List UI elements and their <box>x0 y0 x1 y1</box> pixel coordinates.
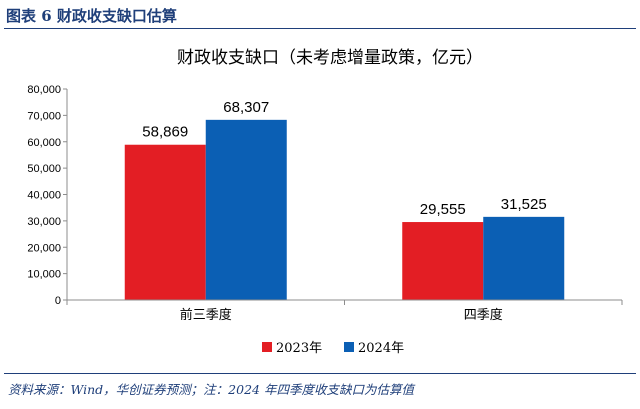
legend-swatch <box>262 342 272 352</box>
legend: 2023年 2024年 <box>262 341 404 356</box>
bar-chart: 财政收支缺口（未考虑增量政策，亿元） 0 10,000 20,000 30,000 40… <box>27 48 623 356</box>
legend-label: 2023年 <box>276 341 322 356</box>
chart-title: 财政收支缺口（未考虑增量政策，亿元） <box>177 48 483 68</box>
bars: 58,869 68,307 29,555 31,525 <box>124 99 565 300</box>
data-label: 31,525 <box>501 196 547 213</box>
data-label: 58,869 <box>142 124 188 141</box>
figure-label: 图表 6 财政收支缺口估算 <box>6 7 177 25</box>
y-tick-label: 70,000 <box>27 110 61 122</box>
y-tick-label: 50,000 <box>27 163 61 175</box>
y-tick-label: 80,000 <box>27 84 61 96</box>
y-tick-label: 10,000 <box>27 269 61 281</box>
data-label: 68,307 <box>223 99 269 116</box>
bar <box>205 119 287 300</box>
source-note: 资料来源：Wind，华创证券预测；注：2024 年四季度收支缺口为估算值 <box>8 382 414 397</box>
y-tick-label: 30,000 <box>27 216 61 228</box>
bar <box>483 216 565 300</box>
y-tick-label: 20,000 <box>27 242 61 254</box>
x-category-label: 前三季度 <box>180 307 232 323</box>
y-tick-label: 60,000 <box>27 137 61 149</box>
x-category-label: 四季度 <box>464 307 503 323</box>
bar <box>402 222 484 300</box>
footer-divider <box>4 373 636 374</box>
x-axis: 前三季度 四季度 <box>66 299 623 323</box>
data-label: 29,555 <box>420 201 466 218</box>
legend-label: 2024年 <box>358 341 404 356</box>
bar <box>124 144 206 300</box>
y-axis: 0 10,000 20,000 30,000 40,000 50,000 60,000 70,… <box>27 84 68 307</box>
figure-header: 图表 6 财政收支缺口估算 <box>4 2 636 29</box>
y-tick-label: 40,000 <box>27 190 61 202</box>
legend-swatch <box>344 342 354 352</box>
y-tick-label: 0 <box>55 295 61 307</box>
